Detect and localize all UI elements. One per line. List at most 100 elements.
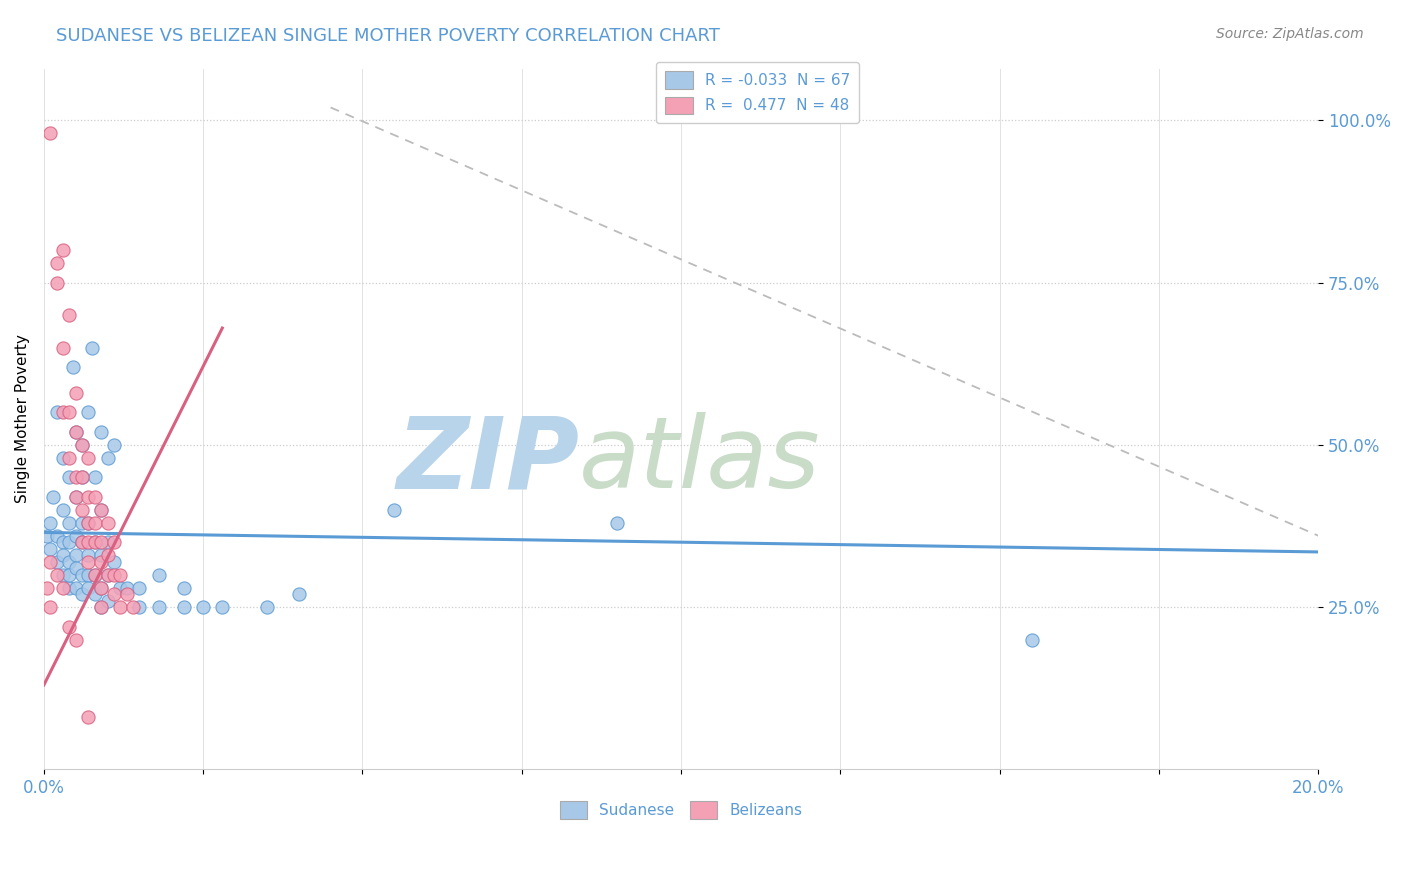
Point (58, 405, 80, 419)
Text: atlas: atlas (579, 412, 821, 509)
Point (35, 581, 58, 595)
Point (45, 555, 67, 569)
Point (97, 450, 120, 465)
Point (58, 535, 80, 549)
Point (65, 581, 87, 595)
Point (52, 341, 75, 355)
Point (83, 587, 105, 601)
Point (65, 632, 87, 647)
Point (77, 710, 100, 724)
Point (70, 587, 93, 601)
Point (103, 535, 125, 549)
Point (90, 581, 112, 595)
Point (90, 581, 112, 595)
Point (65, 529, 87, 543)
Point (52, 450, 75, 465)
Point (52, 502, 75, 516)
Point (115, 587, 138, 601)
Point (39, 600, 62, 615)
Point (35, 529, 58, 543)
Point (110, 581, 132, 595)
Point (83, 470, 105, 484)
Point (39, 555, 62, 569)
Point (83, 567, 105, 582)
Point (45, 256, 67, 270)
Text: Source: ZipAtlas.com: Source: ZipAtlas.com (1216, 27, 1364, 41)
Point (90, 502, 112, 516)
Point (77, 567, 100, 582)
Point (65, 425, 87, 439)
Point (83, 567, 105, 582)
Point (83, 535, 105, 549)
Point (103, 567, 125, 582)
Point (58, 308, 80, 322)
Point (70, 438, 93, 452)
Point (97, 548, 120, 562)
Point (90, 555, 112, 569)
Point (77, 450, 100, 465)
Point (110, 600, 132, 615)
Point (90, 600, 112, 615)
Point (52, 548, 75, 562)
Point (58, 567, 80, 582)
Point (39, 127, 62, 141)
Point (83, 535, 105, 549)
Point (62, 359, 84, 374)
Point (115, 581, 138, 595)
Point (128, 581, 150, 595)
Point (77, 535, 100, 549)
Text: ZIP: ZIP (396, 412, 579, 509)
Point (77, 405, 100, 419)
Point (287, 587, 309, 601)
Point (97, 567, 120, 582)
Point (90, 502, 112, 516)
Point (103, 555, 125, 569)
Point (70, 535, 93, 549)
Point (103, 587, 125, 601)
Point (65, 425, 87, 439)
Point (52, 581, 75, 595)
Legend: Sudanese, Belizeans: Sudanese, Belizeans (554, 795, 808, 825)
Point (65, 561, 87, 575)
Point (58, 470, 80, 484)
Point (90, 425, 112, 439)
Point (97, 535, 120, 549)
Point (45, 276, 67, 290)
Point (70, 470, 93, 484)
Point (1021, 632, 1043, 647)
Point (110, 567, 132, 582)
Point (77, 516, 100, 530)
Point (52, 567, 75, 582)
Point (65, 548, 87, 562)
Point (70, 516, 93, 530)
Point (77, 490, 100, 504)
Point (65, 470, 87, 484)
Point (122, 600, 145, 615)
Point (65, 490, 87, 504)
Point (58, 581, 80, 595)
Point (77, 516, 100, 530)
Point (90, 600, 112, 615)
Y-axis label: Single Mother Poverty: Single Mother Poverty (15, 334, 30, 503)
Point (45, 405, 67, 419)
Point (97, 567, 120, 582)
Point (211, 600, 233, 615)
Point (65, 386, 87, 401)
Point (70, 535, 93, 549)
Point (45, 529, 67, 543)
Point (148, 567, 170, 582)
Point (58, 516, 80, 530)
Point (42, 490, 65, 504)
Point (58, 619, 80, 633)
Point (58, 450, 80, 465)
Point (39, 541, 62, 556)
Point (97, 516, 120, 530)
Point (90, 548, 112, 562)
Point (52, 405, 75, 419)
Point (382, 502, 405, 516)
Point (90, 535, 112, 549)
Point (80, 341, 103, 355)
Point (193, 600, 215, 615)
Point (70, 567, 93, 582)
Point (103, 438, 125, 452)
